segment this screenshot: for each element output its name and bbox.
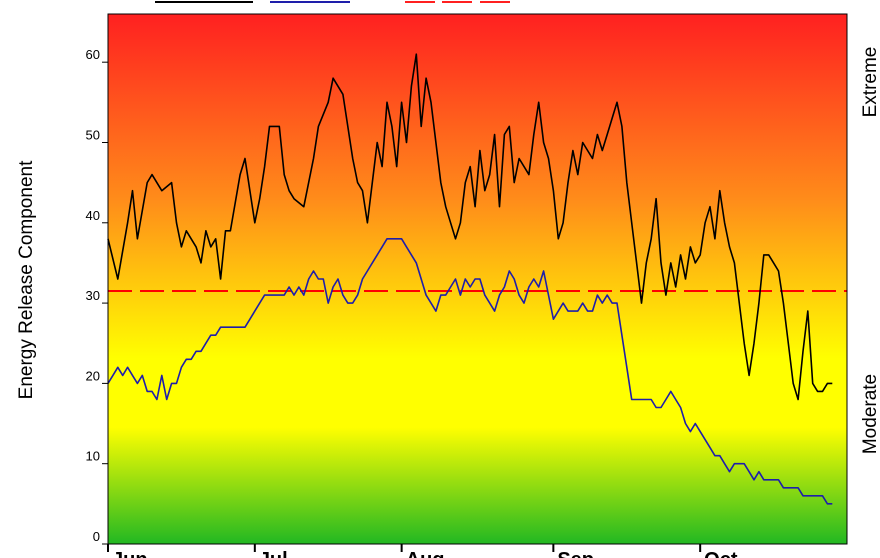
x-tick-label: Oct [704,549,738,558]
y-tick-label: 50 [86,127,100,142]
y-tick-label: 0 [93,529,100,544]
x-tick-label: Jun [112,549,148,558]
y-axis: 0 10 20 30 40 50 60 [86,47,108,545]
y-tick-label: 40 [86,208,100,223]
x-tick-label: Jul [259,549,288,558]
right-label-moderate: Moderate [860,374,880,454]
y-axis-title: Energy Release Component [16,160,37,399]
y-tick-label: 30 [86,288,100,303]
x-tick-label: Aug [406,549,445,558]
series-group [107,53,833,505]
right-label-extreme: Extreme [860,47,880,118]
series-line-2 [107,238,833,505]
plot-frame [107,13,848,545]
x-tick-label: Sep [557,549,594,558]
y-tick-label: 20 [86,368,100,383]
y-tick-label: 10 [86,449,100,464]
x-axis: Jun Jul Aug Sep Oct [107,544,738,558]
series-line-1 [107,53,833,401]
y-tick-label: 60 [86,47,100,62]
